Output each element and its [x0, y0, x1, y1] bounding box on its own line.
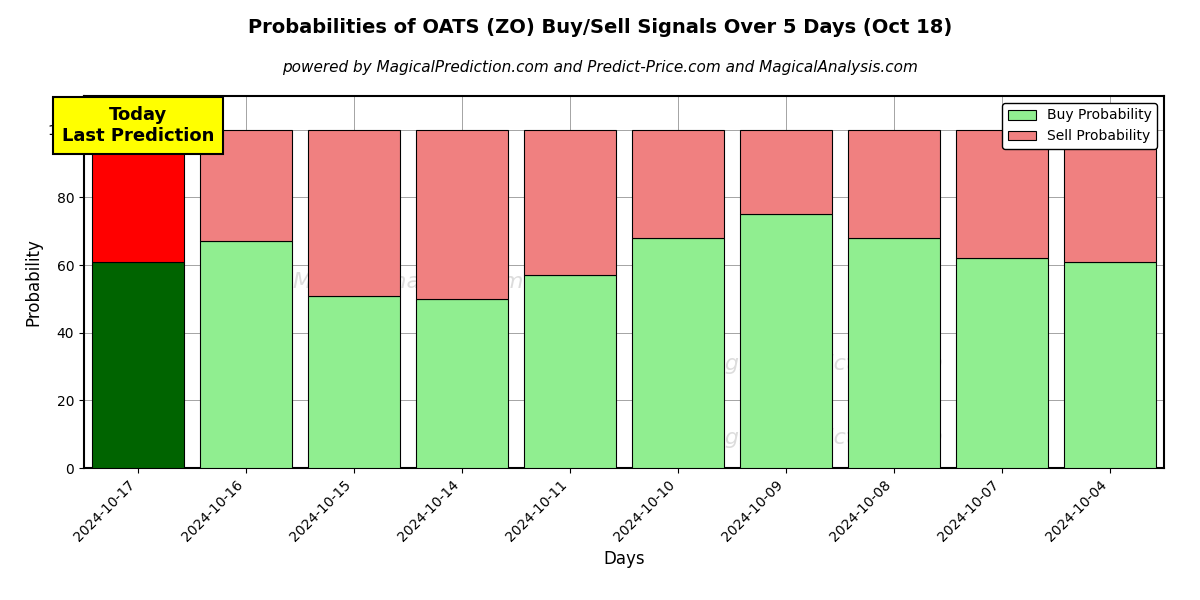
- X-axis label: Days: Days: [604, 550, 644, 568]
- Bar: [308, 130, 400, 296]
- Text: MagicalAnalysis.com: MagicalAnalysis.com: [293, 272, 523, 292]
- Bar: [524, 130, 616, 275]
- Bar: [632, 130, 724, 238]
- Bar: [200, 130, 292, 241]
- Bar: [308, 296, 400, 468]
- Bar: [524, 275, 616, 468]
- Bar: [632, 238, 724, 468]
- Bar: [956, 130, 1048, 259]
- Bar: [740, 214, 832, 468]
- Bar: [848, 130, 940, 238]
- Bar: [92, 130, 184, 262]
- Bar: [416, 299, 508, 468]
- Bar: [200, 241, 292, 468]
- Bar: [1064, 262, 1156, 468]
- Bar: [92, 262, 184, 468]
- Text: MagicalPrediction.com: MagicalPrediction.com: [692, 354, 944, 374]
- Bar: [956, 259, 1048, 468]
- Text: MagicalPrediction.com: MagicalPrediction.com: [692, 428, 944, 448]
- Legend: Buy Probability, Sell Probability: Buy Probability, Sell Probability: [1002, 103, 1157, 149]
- Bar: [416, 130, 508, 299]
- Y-axis label: Probability: Probability: [24, 238, 42, 326]
- Text: powered by MagicalPrediction.com and Predict-Price.com and MagicalAnalysis.com: powered by MagicalPrediction.com and Pre…: [282, 60, 918, 75]
- Bar: [1064, 130, 1156, 262]
- Text: Probabilities of OATS (ZO) Buy/Sell Signals Over 5 Days (Oct 18): Probabilities of OATS (ZO) Buy/Sell Sign…: [248, 18, 952, 37]
- Bar: [848, 238, 940, 468]
- Bar: [740, 130, 832, 214]
- Text: Today
Last Prediction: Today Last Prediction: [62, 106, 214, 145]
